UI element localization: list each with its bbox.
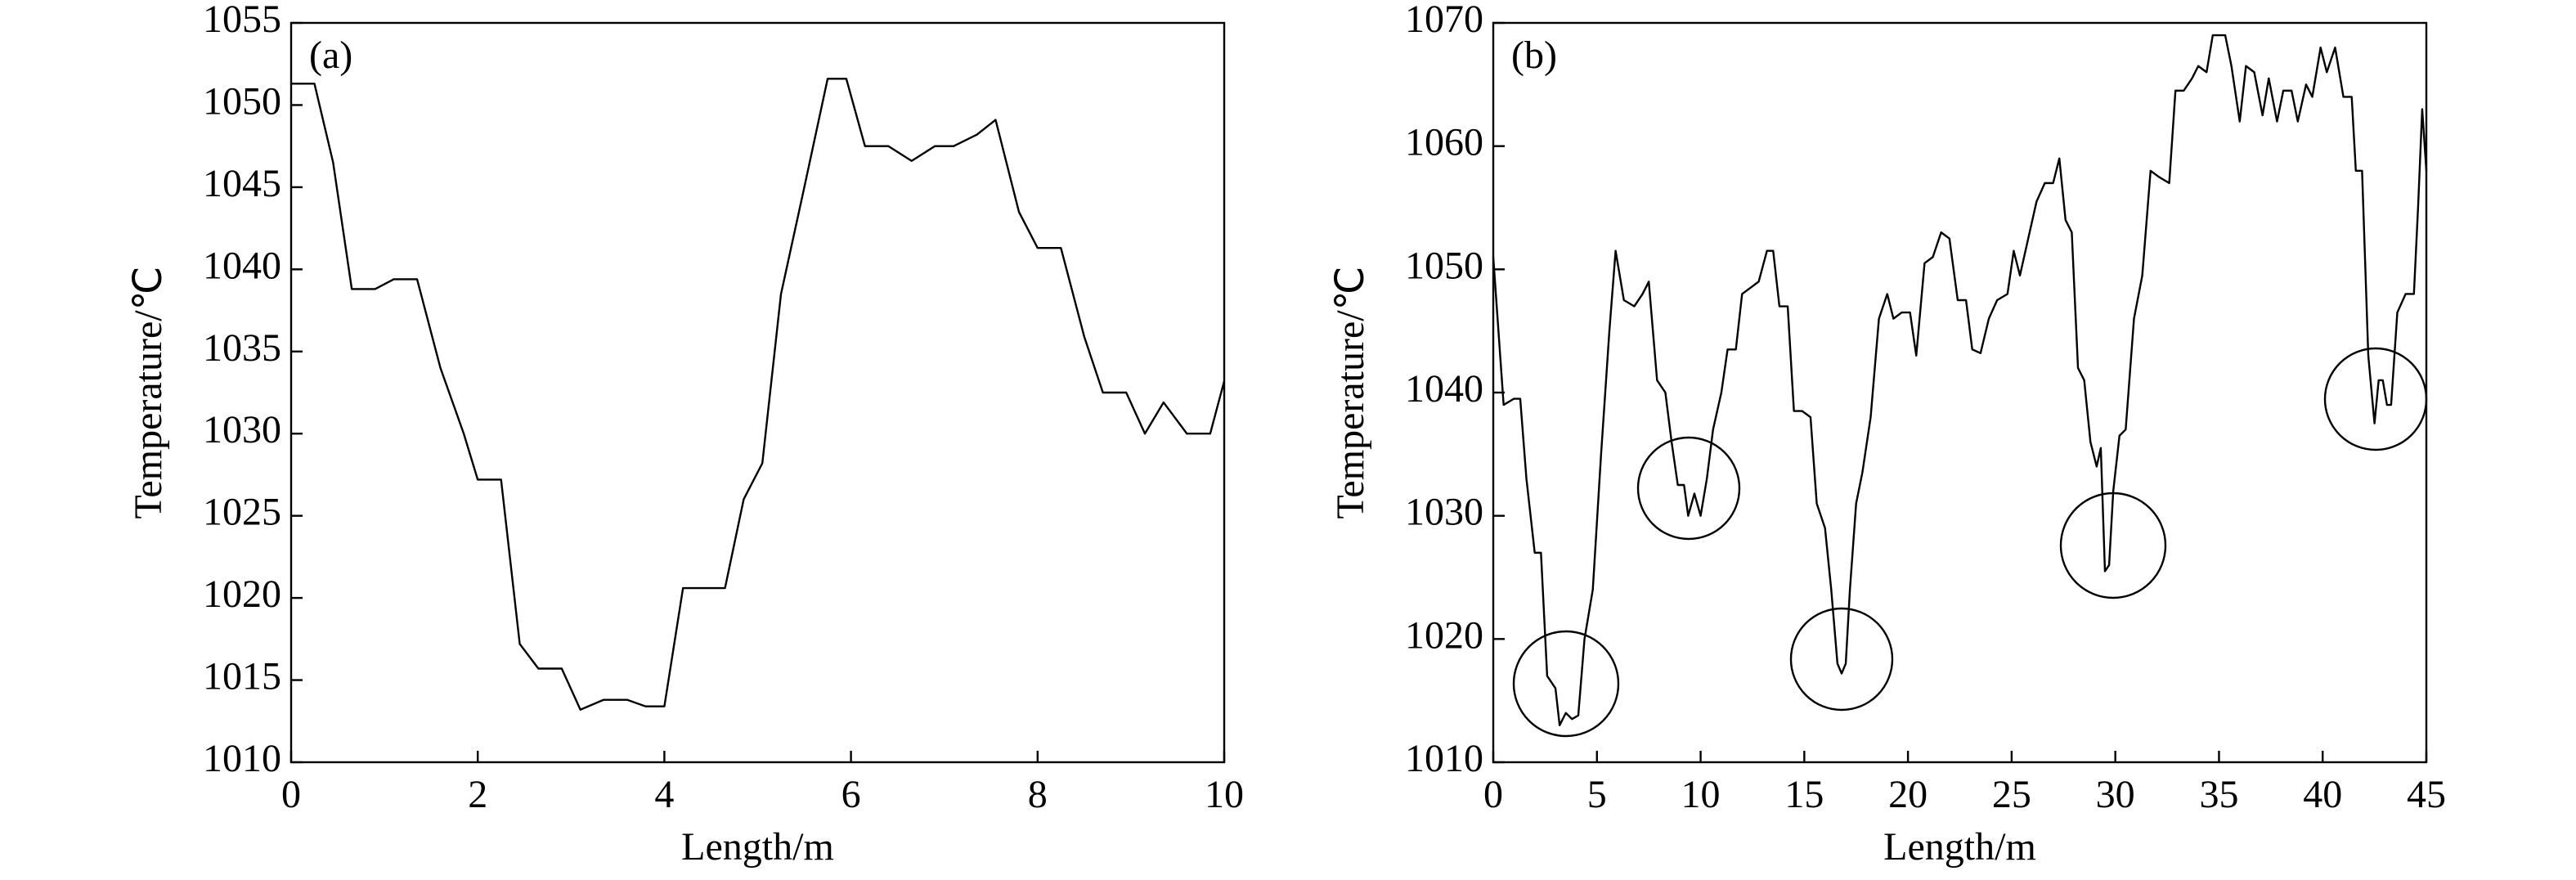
data-line: [1492, 34, 2428, 726]
panel-label: (b): [1511, 34, 1557, 77]
y-tick-label: 1045: [203, 162, 281, 205]
y-tick-label: 1020: [1405, 613, 1483, 657]
y-tick-label: 1060: [1405, 121, 1483, 164]
y-tick-label: 1010: [203, 737, 281, 780]
data-line: [291, 78, 1226, 711]
x-tick-label: 40: [2303, 773, 2342, 816]
y-tick-label: 1050: [1405, 244, 1483, 287]
y-tick-label: 1010: [1405, 737, 1483, 780]
x-tick-label: 0: [1483, 773, 1503, 816]
highlight-circle: [1636, 436, 1741, 541]
x-tick-label: 30: [2096, 773, 2135, 816]
highlight-circle: [2059, 492, 2167, 599]
chart-panel: 0 5 10 15 20 25 30 35 40 45 1010 1020 1030 1040 1050 10…: [1329, 0, 2446, 869]
y-tick-label: 1020: [203, 572, 281, 616]
y-axis-label: Temperature/℃: [127, 266, 170, 519]
plot-frame: [1492, 21, 2428, 764]
x-tick-label: 0: [281, 773, 301, 816]
x-tick-label: 6: [841, 773, 861, 816]
y-tick-label: 1055: [203, 0, 281, 41]
x-tick-label: 8: [1028, 773, 1048, 816]
x-tick-label: 45: [2407, 773, 2446, 816]
y-tick-label: 1030: [203, 408, 281, 451]
y-tick-label: 1015: [203, 655, 281, 698]
y-tick-label: 1040: [203, 244, 281, 287]
y-tick-label: 1030: [1405, 491, 1483, 534]
y-tick-label: 1040: [1405, 367, 1483, 411]
plot-frame: [289, 21, 1226, 764]
chart-panel: 0 2 4 6 8 10101010151020102510301035104010451…: [127, 0, 1244, 869]
x-tick-label: 15: [1784, 773, 1824, 816]
x-tick-label: 20: [1888, 773, 1928, 816]
highlight-circle: [1789, 607, 1894, 712]
x-tick-label: 2: [468, 773, 487, 816]
x-tick-label: 5: [1587, 773, 1607, 816]
x-tick-label: 4: [654, 773, 674, 816]
y-tick-label: 1070: [1405, 0, 1483, 41]
highlight-circle: [1512, 630, 1620, 738]
y-tick-label: 1050: [203, 79, 281, 123]
y-tick-label: 1025: [203, 491, 281, 534]
highlight-circles: [1512, 347, 2428, 738]
y-axis-label: Temperature/℃: [1329, 266, 1372, 519]
x-axis-label: Length/m: [681, 825, 834, 869]
x-tick-label: 10: [1681, 773, 1721, 816]
x-tick-label: 35: [2199, 773, 2238, 816]
x-tick-label: 25: [1992, 773, 2031, 816]
x-axis-label: Length/m: [1883, 825, 2036, 869]
panel-label: (a): [309, 34, 352, 77]
highlight-circle: [2323, 347, 2428, 451]
x-tick-label: 10: [1205, 773, 1244, 816]
y-tick-label: 1035: [203, 326, 281, 370]
